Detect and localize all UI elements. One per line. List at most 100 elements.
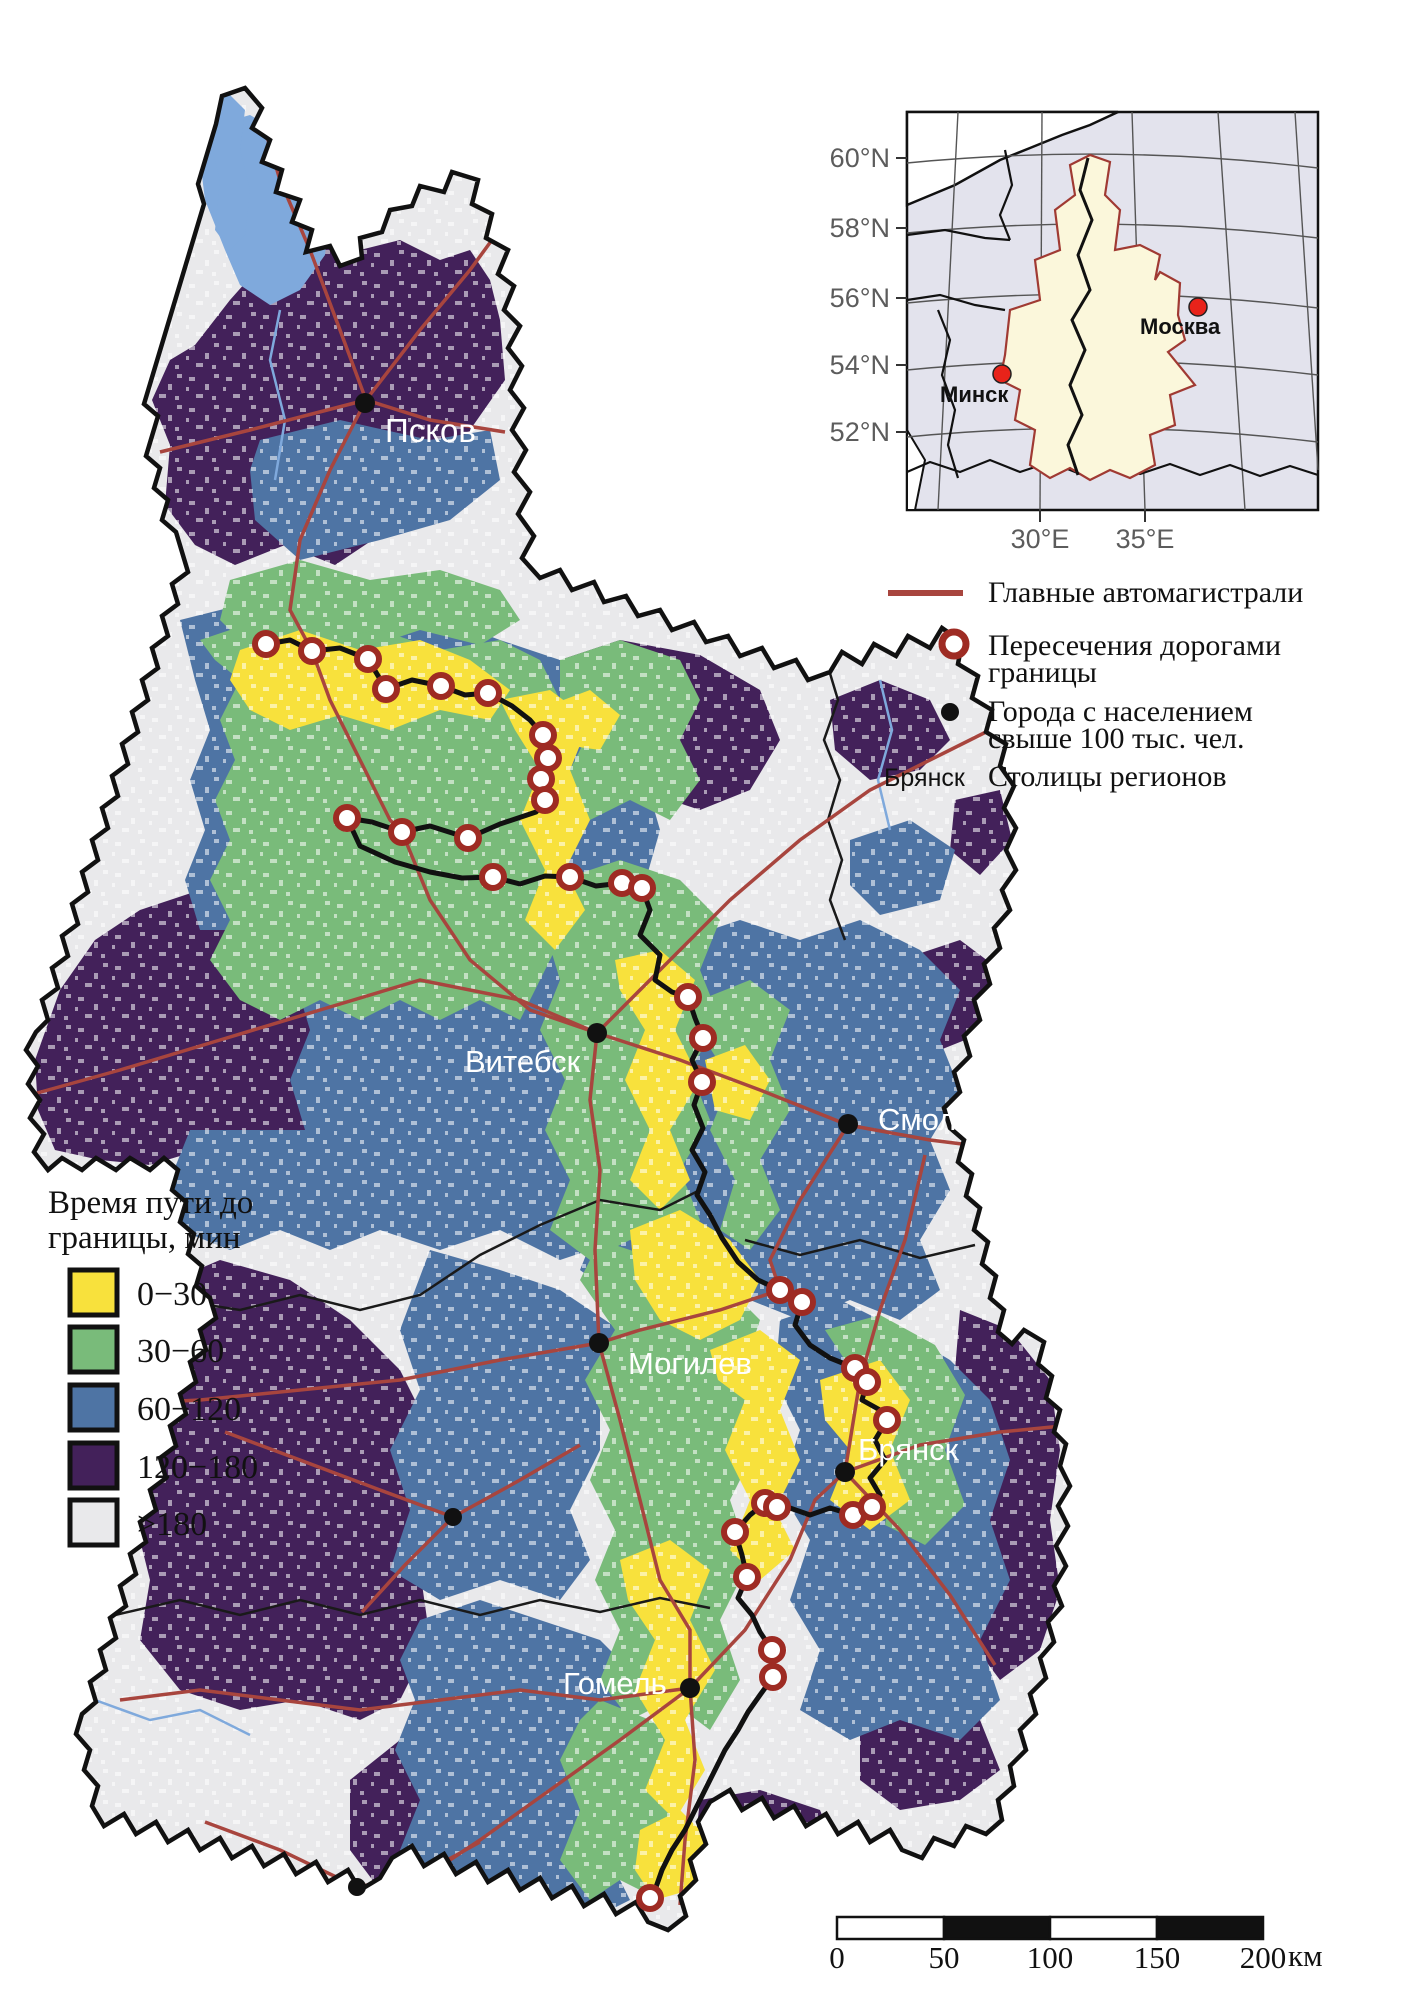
legend-crossings-label-line2: границы bbox=[988, 656, 1097, 689]
highway-line bbox=[204, 1820, 358, 1889]
inset-city-label-minsk: Минск bbox=[940, 382, 1009, 407]
scale-unit: км bbox=[1288, 1938, 1323, 1973]
scale-tick-0: 0 bbox=[829, 1940, 845, 1975]
city-dot-legend-icon bbox=[941, 703, 959, 721]
inset-sea bbox=[906, 426, 927, 511]
highway-line bbox=[119, 1686, 691, 1712]
swatch-label-120-180: 120−180 bbox=[137, 1449, 258, 1486]
city-dot bbox=[680, 1678, 700, 1698]
city-label-vitebsk: Витебск bbox=[465, 1044, 581, 1079]
highway-line bbox=[597, 1342, 692, 1688]
border-crossing-icon bbox=[427, 672, 455, 700]
oblast-boundary bbox=[114, 1596, 711, 1617]
inset-city-label-moscow: Москва bbox=[1140, 314, 1221, 339]
legend-capital-symbol: Брянск bbox=[884, 764, 966, 792]
city-label-smolensk: Смоленск bbox=[878, 1102, 1020, 1137]
inset-study-region bbox=[998, 153, 1197, 482]
oblast-boundary bbox=[822, 659, 847, 941]
border-crossings bbox=[252, 630, 901, 1912]
city-dot bbox=[348, 1878, 366, 1896]
highway-line bbox=[360, 1515, 455, 1614]
scale-segment bbox=[1155, 1915, 1265, 1941]
legend-crossings-label-line1: Пересечения дорогами bbox=[988, 629, 1281, 662]
city-label-mogilev: Могилев bbox=[628, 1346, 752, 1381]
swatch-30-60 bbox=[67, 1324, 120, 1375]
rivers bbox=[94, 309, 894, 1737]
city-dot bbox=[838, 1114, 858, 1134]
lat-label: 58°N bbox=[830, 213, 890, 243]
oblast-boundary bbox=[174, 1188, 701, 1312]
border-crossing-icon bbox=[529, 721, 557, 749]
border-crossing-icon bbox=[873, 1406, 901, 1434]
swatch-label-0-30: 0−30 bbox=[137, 1276, 207, 1313]
border-crossing-icon bbox=[531, 786, 559, 814]
scale-tick-150: 150 bbox=[1134, 1940, 1181, 1975]
city-dot bbox=[835, 1462, 855, 1482]
border-crossing-icon bbox=[454, 824, 482, 852]
highway-line bbox=[688, 1470, 847, 1690]
river bbox=[94, 1698, 251, 1737]
highway-line bbox=[299, 1885, 358, 1920]
border-crossing-icon bbox=[733, 1563, 761, 1591]
legend-cities-label-line1: Города с населением bbox=[988, 695, 1253, 728]
class-legend-title-line1: Время пути до bbox=[48, 1185, 253, 1221]
border-crossing-icon bbox=[858, 1493, 886, 1521]
scale-segment bbox=[1048, 1915, 1159, 1941]
lat-label: 52°N bbox=[830, 417, 890, 447]
scale-tick-100: 100 bbox=[1027, 1940, 1074, 1975]
scale-tick-50: 50 bbox=[929, 1940, 960, 1975]
inset-sea bbox=[905, 110, 1119, 207]
border-crossing-icon bbox=[689, 1024, 717, 1052]
highway-line bbox=[588, 1032, 602, 1344]
class-legend: Время пути до границы, мин 0−30 30−60 60… bbox=[48, 1185, 258, 1548]
swatch-0-30 bbox=[67, 1267, 120, 1318]
border-crossing-icon bbox=[759, 1663, 787, 1691]
lon-label: 35°E bbox=[1116, 524, 1175, 554]
border-crossing-icon bbox=[853, 1368, 881, 1396]
lon-label: 30°E bbox=[1011, 524, 1070, 554]
border-crossing-icon bbox=[298, 637, 326, 665]
border-crossing-icon bbox=[354, 645, 382, 673]
lat-label: 54°N bbox=[830, 350, 890, 380]
border-crossing-icon bbox=[388, 818, 416, 846]
swatch-120-180 bbox=[67, 1440, 120, 1491]
highway-line bbox=[452, 1443, 581, 1519]
inset-ticks bbox=[896, 157, 1146, 522]
highway-line bbox=[596, 1031, 1011, 1152]
oblast-boundary bbox=[744, 1238, 976, 1260]
highway-line bbox=[29, 978, 598, 1097]
border-crossing-icon bbox=[758, 1636, 786, 1664]
swatch-60-120 bbox=[67, 1382, 120, 1433]
border-crossing-icon bbox=[688, 1068, 716, 1096]
legend-capitals-label: Столицы регионов bbox=[988, 760, 1227, 793]
border-crossing-icon bbox=[479, 863, 507, 891]
legend-cities-label-line2: свыше 100 тыс. чел. bbox=[988, 722, 1245, 755]
city-dot bbox=[444, 1508, 462, 1526]
border-crossing-icon bbox=[628, 874, 656, 902]
city-dots bbox=[348, 393, 858, 1896]
highway-line bbox=[288, 399, 598, 1035]
inset-state-border bbox=[1066, 157, 1094, 476]
city-label-pskov: Псков bbox=[385, 412, 476, 449]
highway-line bbox=[159, 398, 367, 454]
scale-tick-200: 200 bbox=[1240, 1940, 1287, 1975]
highway-line bbox=[678, 1687, 697, 1906]
class-legend-title-line2: границы, мин bbox=[48, 1220, 241, 1256]
border-crossing-legend-icon bbox=[938, 628, 970, 660]
border-crossing-icon bbox=[252, 630, 280, 658]
swatch-label-over-180: >180 bbox=[137, 1506, 207, 1543]
border-crossing-icon bbox=[636, 1884, 664, 1912]
city-label-bryansk: Брянск bbox=[858, 1432, 959, 1467]
inset-map: Москва Минск 60°N 58°N 56°N 54°N 52°N 30… bbox=[830, 110, 1320, 554]
scale-bar: 0 50 100 150 200 км bbox=[829, 1915, 1323, 1975]
swatch-over-180 bbox=[67, 1497, 120, 1548]
highway-line bbox=[224, 1430, 454, 1519]
border-crossing-icon bbox=[788, 1288, 816, 1316]
border-crossing-icon bbox=[474, 679, 502, 707]
border-crossing-icon bbox=[763, 1493, 791, 1521]
river bbox=[268, 309, 287, 481]
highway-line bbox=[843, 1154, 927, 1473]
city-dot bbox=[589, 1333, 609, 1353]
border-crossing-icon bbox=[766, 1276, 794, 1304]
